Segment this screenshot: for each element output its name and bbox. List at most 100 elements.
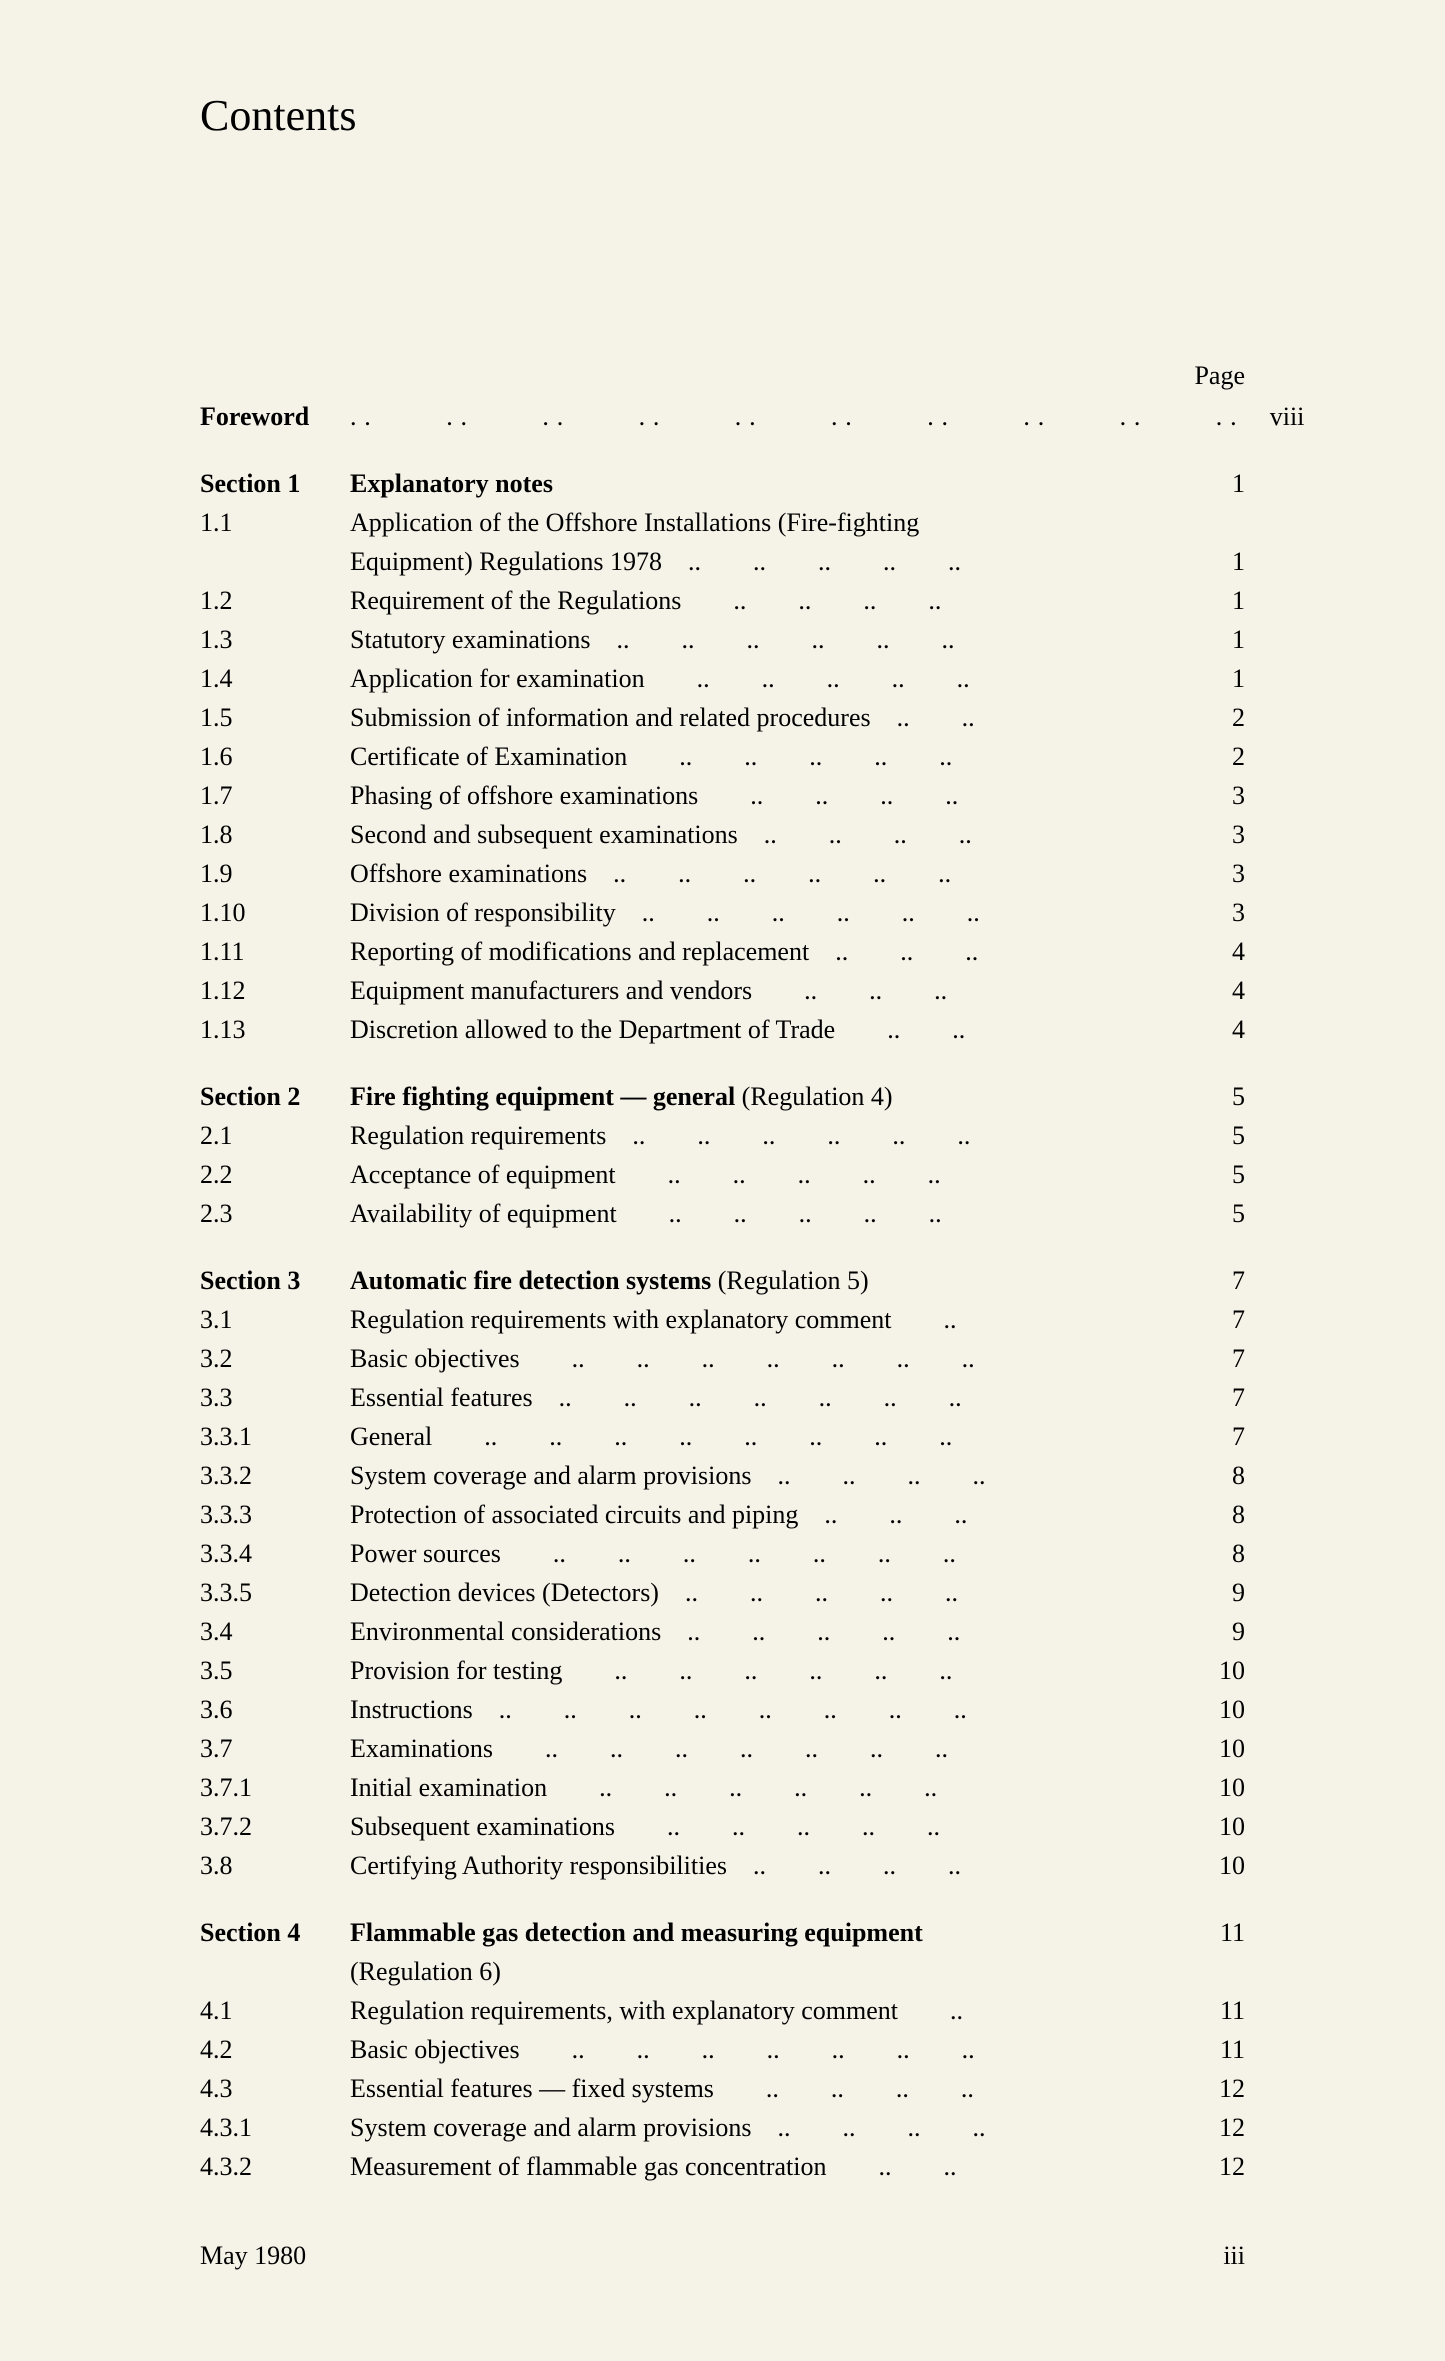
section-label: Section 2 (200, 1077, 350, 1116)
entry-text: Regulation requirements, with explanator… (350, 1991, 1185, 2030)
entry-text: Statutory examinations .. .. .. .. .. .. (350, 620, 1185, 659)
entry-text: Basic objectives .. .. .. .. .. .. .. (350, 2030, 1185, 2069)
entry-text: Regulation requirements with explanatory… (350, 1300, 1185, 1339)
entry-number: 1.3 (200, 620, 350, 659)
entry-page: 12 (1185, 2069, 1245, 2108)
entry-number: 3.3.5 (200, 1573, 350, 1612)
entry-page: 7 (1185, 1417, 1245, 1456)
toc-entry: 1.4Application for examination .. .. .. … (200, 659, 1245, 698)
entry-page: 1 (1185, 620, 1245, 659)
entry-text: Protection of associated circuits and pi… (350, 1495, 1185, 1534)
entry-number: 3.2 (200, 1339, 350, 1378)
entry-text: Environmental considerations .. .. .. ..… (350, 1612, 1185, 1651)
entry-text: Application for examination .. .. .. .. … (350, 659, 1185, 698)
toc-entry: 1.8Second and subsequent examinations ..… (200, 815, 1245, 854)
toc-entry: 3.3.4Power sources .. .. .. .. .. .. ..8 (200, 1534, 1245, 1573)
toc-entry: 3.5Provision for testing .. .. .. .. .. … (200, 1651, 1245, 1690)
section-header: Section 4Flammable gas detection and mea… (200, 1913, 1245, 1952)
entry-text: Discretion allowed to the Department of … (350, 1010, 1185, 1049)
entry-number: 1.4 (200, 659, 350, 698)
entry-number: 1.2 (200, 581, 350, 620)
section-label: Section 1 (200, 464, 350, 503)
toc-entry: 1.3Statutory examinations .. .. .. .. ..… (200, 620, 1245, 659)
toc-entry: 2.3Availability of equipment .. .. .. ..… (200, 1194, 1245, 1233)
entry-number: 1.13 (200, 1010, 350, 1049)
toc-entry: 3.7.1Initial examination .. .. .. .. .. … (200, 1768, 1245, 1807)
entry-page: 4 (1185, 932, 1245, 971)
page-column-header: Page (200, 361, 1245, 391)
entry-page: 10 (1185, 1846, 1245, 1885)
entry-page: 10 (1185, 1651, 1245, 1690)
entry-page: 8 (1185, 1534, 1245, 1573)
toc-entry: 4.3.1System coverage and alarm provision… (200, 2108, 1245, 2147)
entry-page: 12 (1185, 2108, 1245, 2147)
entry-text: Power sources .. .. .. .. .. .. .. (350, 1534, 1185, 1573)
section-title-continuation: (Regulation 6) (200, 1952, 1245, 1991)
section-title: Flammable gas detection and measuring eq… (350, 1913, 1185, 1952)
entry-number: 4.1 (200, 1991, 350, 2030)
entry-text: System coverage and alarm provisions .. … (350, 1456, 1185, 1495)
document-page: Contents Page Foreword .. .. .. .. .. ..… (0, 0, 1445, 2361)
entry-page: 10 (1185, 1729, 1245, 1768)
toc-entry: 1.2Requirement of the Regulations .. .. … (200, 581, 1245, 620)
section-header: Section 2Fire fighting equipment — gener… (200, 1077, 1245, 1116)
entry-page: 3 (1185, 893, 1245, 932)
foreword-page: viii (1244, 397, 1304, 436)
entry-page: 7 (1185, 1378, 1245, 1417)
entry-number: 1.5 (200, 698, 350, 737)
entry-text: Availability of equipment .. .. .. .. .. (350, 1194, 1185, 1233)
entry-page: 1 (1185, 659, 1245, 698)
entry-text: Phasing of offshore examinations .. .. .… (350, 776, 1185, 815)
entry-number: 3.3.1 (200, 1417, 350, 1456)
entry-number: 1.12 (200, 971, 350, 1010)
entry-text: Acceptance of equipment .. .. .. .. .. (350, 1155, 1185, 1194)
entry-number: 1.9 (200, 854, 350, 893)
entry-text: Examinations .. .. .. .. .. .. .. (350, 1729, 1185, 1768)
toc-entry: 3.4Environmental considerations .. .. ..… (200, 1612, 1245, 1651)
entry-page: 8 (1185, 1456, 1245, 1495)
entry-page: 10 (1185, 1690, 1245, 1729)
toc-entry: 4.3.2Measurement of flammable gas concen… (200, 2147, 1245, 2186)
entry-page: 11 (1185, 2030, 1245, 2069)
entry-number: 1.11 (200, 932, 350, 971)
entry-number: 1.1 (200, 503, 350, 542)
toc-entry: 1.11Reporting of modifications and repla… (200, 932, 1245, 971)
toc-entry: 3.3Essential features .. .. .. .. .. .. … (200, 1378, 1245, 1417)
foreword-label: Foreword (200, 397, 350, 436)
section-page: 1 (1185, 464, 1245, 503)
entry-text-continuation: Equipment) Regulations 1978 .. .. .. .. … (350, 542, 1185, 581)
entry-number: 2.1 (200, 1116, 350, 1155)
entry-number: 3.7.1 (200, 1768, 350, 1807)
entry-text: General .. .. .. .. .. .. .. .. (350, 1417, 1185, 1456)
entry-page: 5 (1185, 1194, 1245, 1233)
entry-page: 8 (1185, 1495, 1245, 1534)
entry-text: Instructions .. .. .. .. .. .. .. .. (350, 1690, 1185, 1729)
footer-row: May 1980 iii (200, 2241, 1245, 2271)
entry-page: 1 (1185, 581, 1245, 620)
entry-text: Basic objectives .. .. .. .. .. .. .. (350, 1339, 1185, 1378)
entry-number: 3.3.2 (200, 1456, 350, 1495)
entry-number: 4.3.1 (200, 2108, 350, 2147)
entry-page: 1 (1185, 542, 1245, 581)
entry-page: 3 (1185, 776, 1245, 815)
toc-entry: 3.3.3Protection of associated circuits a… (200, 1495, 1245, 1534)
toc-entry: 3.2Basic objectives .. .. .. .. .. .. ..… (200, 1339, 1245, 1378)
entry-text: Second and subsequent examinations .. ..… (350, 815, 1185, 854)
entry-page: 3 (1185, 854, 1245, 893)
entry-number: 3.7 (200, 1729, 350, 1768)
entry-page: 9 (1185, 1612, 1245, 1651)
entry-text: Regulation requirements .. .. .. .. .. .… (350, 1116, 1185, 1155)
entry-number: 1.10 (200, 893, 350, 932)
entry-text: Offshore examinations .. .. .. .. .. .. (350, 854, 1185, 893)
toc-entry: 2.1Regulation requirements .. .. .. .. .… (200, 1116, 1245, 1155)
entry-number: 3.8 (200, 1846, 350, 1885)
toc-entry: 1.13Discretion allowed to the Department… (200, 1010, 1245, 1049)
entry-page: 3 (1185, 815, 1245, 854)
entry-text: Essential features — fixed systems .. ..… (350, 2069, 1185, 2108)
entry-number: 1.7 (200, 776, 350, 815)
sections-container: Section 1Explanatory notes11.1Applicatio… (200, 464, 1245, 2186)
toc-entry: 4.2Basic objectives .. .. .. .. .. .. ..… (200, 2030, 1245, 2069)
section-label: Section 3 (200, 1261, 350, 1300)
toc-entry: 3.6Instructions .. .. .. .. .. .. .. ..1… (200, 1690, 1245, 1729)
entry-text: Submission of information and related pr… (350, 698, 1185, 737)
